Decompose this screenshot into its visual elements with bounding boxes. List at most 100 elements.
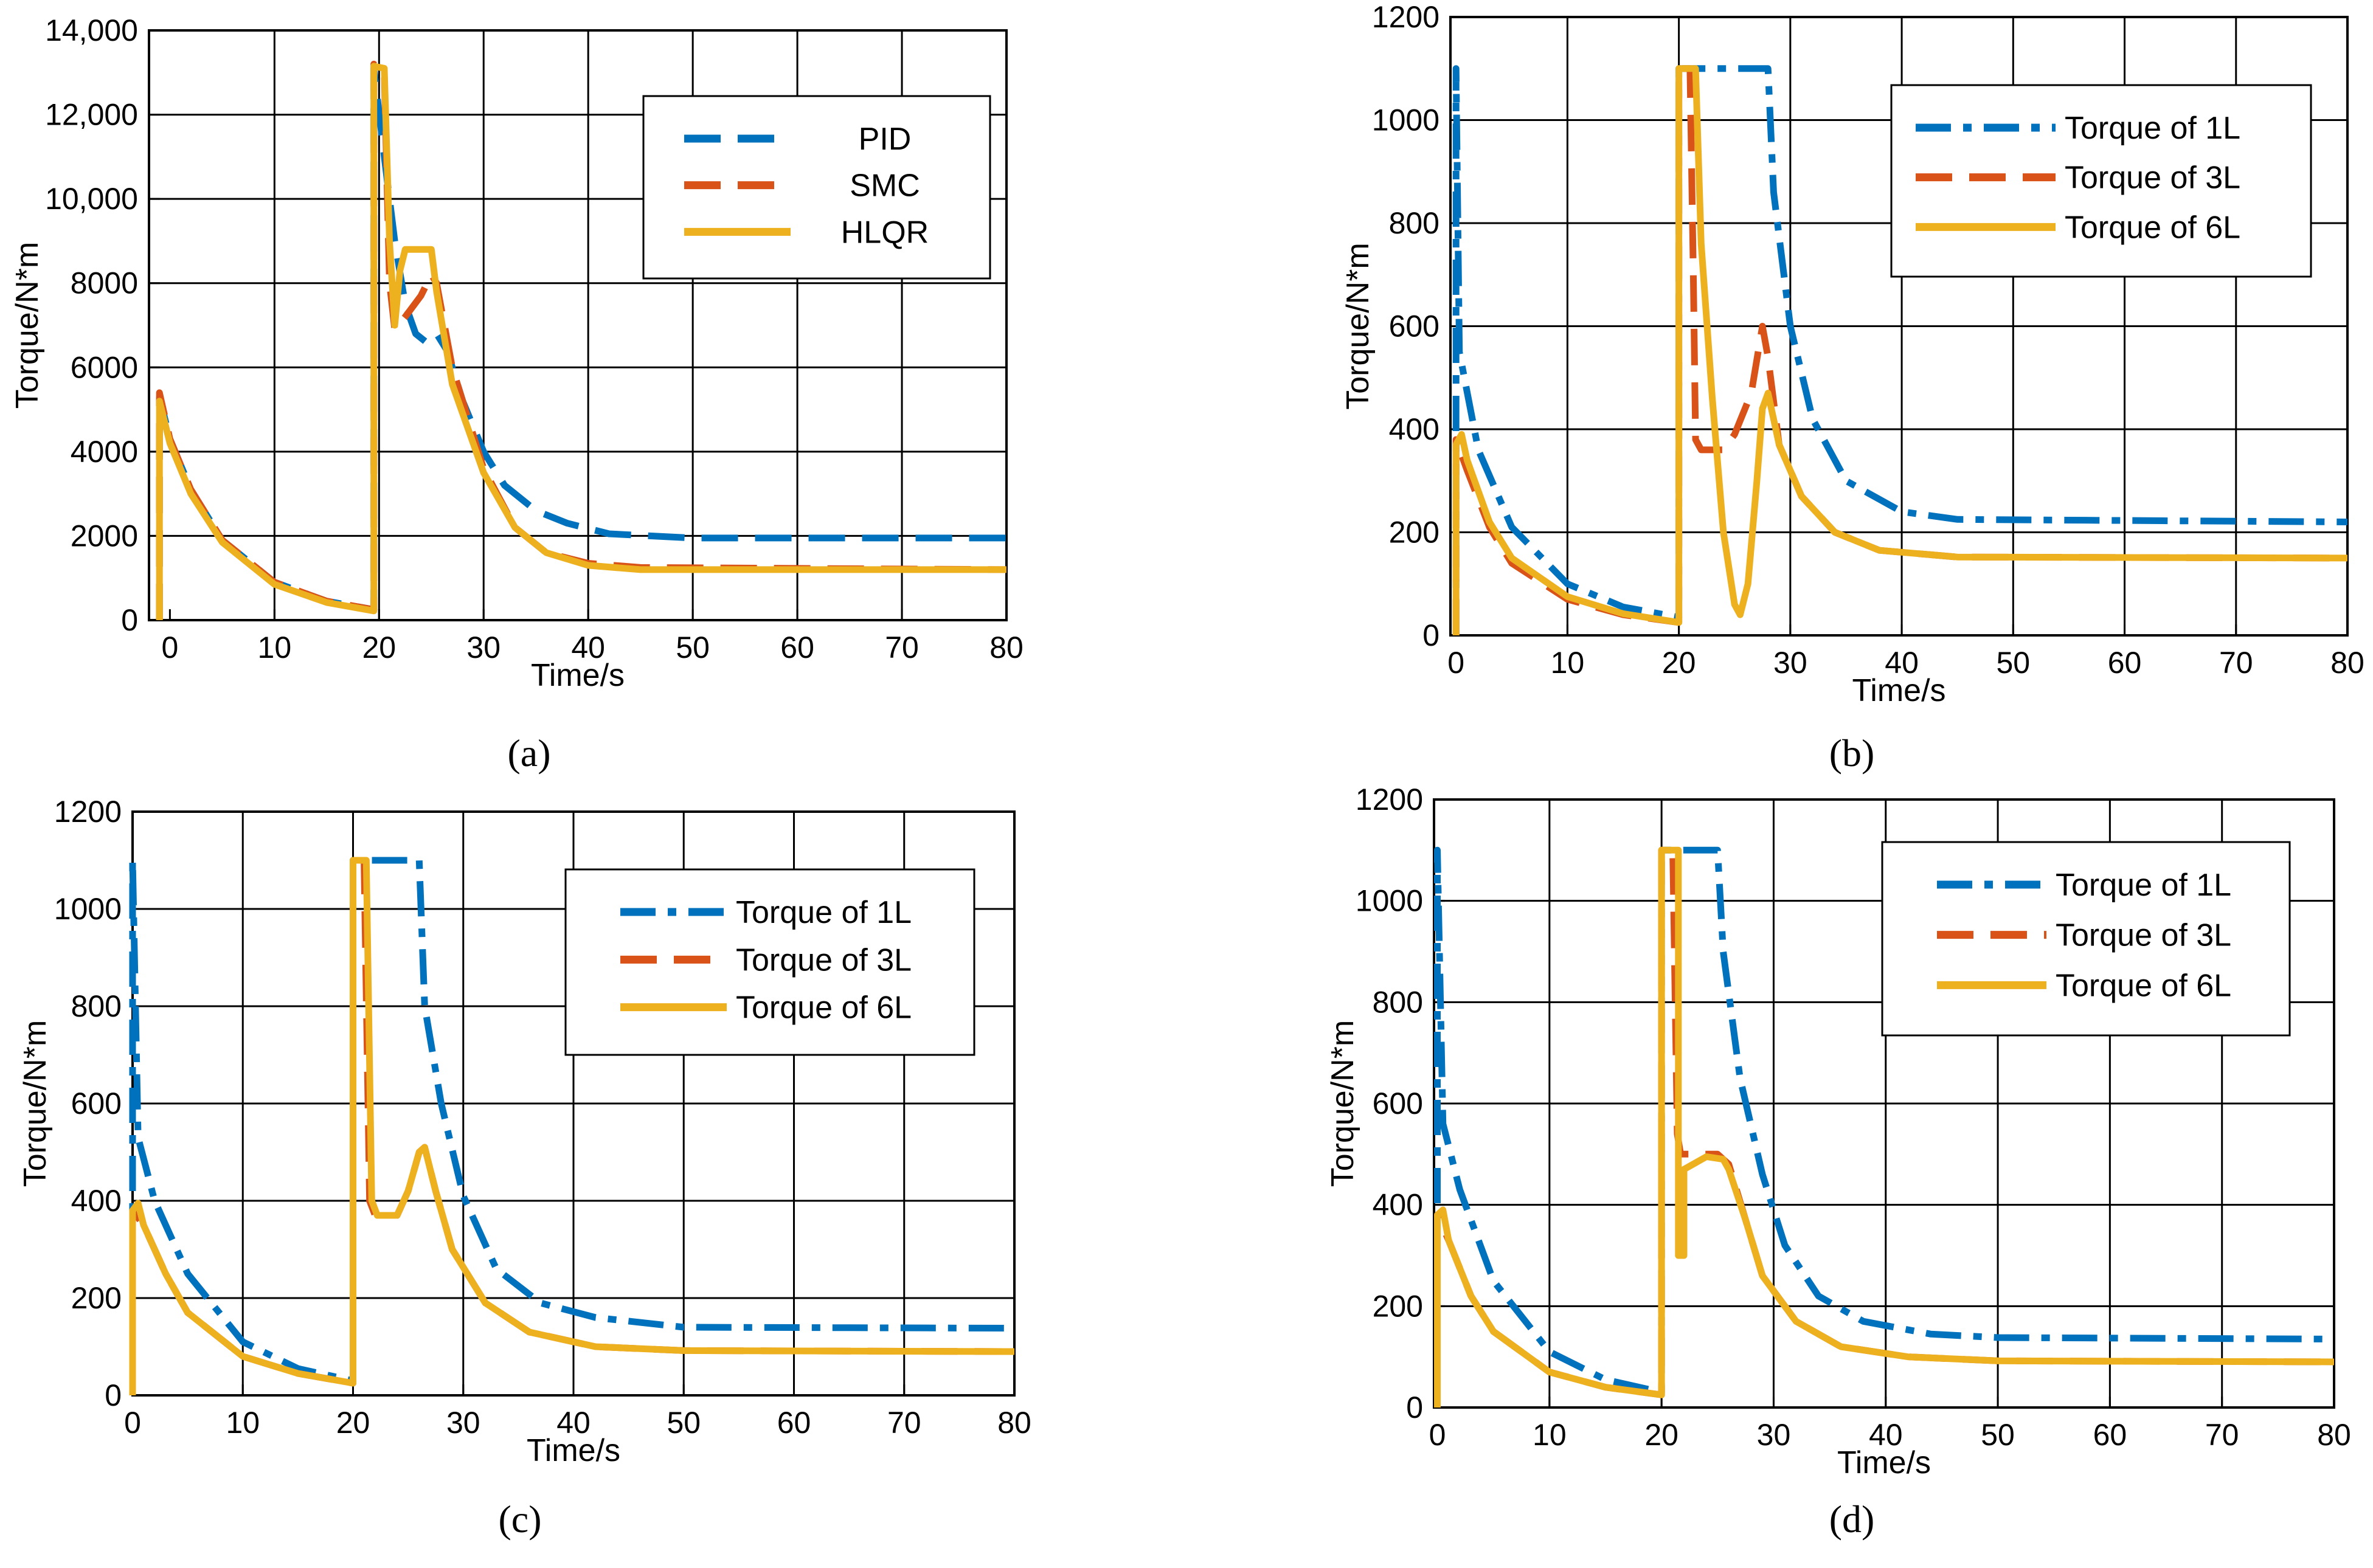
x-tick-label: 70	[887, 1406, 921, 1440]
y-tick-label: 1000	[1356, 884, 1423, 918]
y-tick-label: 1000	[1372, 103, 1439, 137]
y-tick-label: 12,000	[45, 98, 138, 132]
panel-caption: (a)	[507, 731, 550, 775]
y-tick-label: 2000	[71, 519, 138, 553]
y-tick-label: 1000	[54, 892, 122, 926]
legend-label: Torque of 1L	[2056, 868, 2231, 903]
axes-frame	[148, 29, 1008, 621]
x-tick-label: 30	[446, 1406, 480, 1440]
y-tick-label: 1200	[1372, 0, 1439, 34]
y-tick-label: 4000	[71, 435, 138, 469]
legend: Torque of 1L Torque of 3L Torque of 6L	[1890, 84, 2312, 278]
x-tick-label: 0	[1447, 646, 1464, 680]
y-tick-label: 600	[1389, 309, 1439, 344]
series-line-3	[1434, 846, 2335, 1407]
series-line-1	[156, 64, 1006, 620]
x-axis-label: Time/s	[531, 658, 625, 693]
y-tick-label: 0	[1422, 618, 1439, 652]
legend-label: Torque of 3L	[2065, 161, 2240, 196]
x-tick-label: 50	[1996, 646, 2030, 680]
x-tick-label: 70	[2219, 646, 2253, 680]
legend-label: SMC	[850, 168, 920, 204]
x-tick-label: 40	[556, 1406, 591, 1440]
legend-label: Torque of 6L	[2065, 210, 2240, 245]
legend-label: Torque of 3L	[2056, 918, 2231, 953]
y-tick-label: 400	[71, 1184, 122, 1218]
x-tick-label: 70	[885, 630, 919, 665]
y-tick-label: 400	[1389, 412, 1439, 446]
x-tick-label: 10	[1533, 1418, 1567, 1452]
x-tick-label: 20	[1662, 646, 1696, 680]
x-tick-label: 40	[1885, 646, 1919, 680]
y-tick-label: 800	[1389, 206, 1439, 240]
x-tick-label: 30	[466, 630, 501, 665]
x-tick-label: 80	[2330, 646, 2364, 680]
legend-label: PID	[859, 122, 912, 157]
x-tick-label: 20	[362, 630, 396, 665]
x-tick-label: 0	[1429, 1418, 1446, 1452]
y-axis-label: Torque/N*m	[18, 1020, 53, 1187]
y-tick-label: 0	[121, 603, 138, 637]
y-axis-label: Torque/N*m	[1340, 243, 1376, 410]
x-tick-label: 50	[676, 630, 710, 665]
y-tick-label: 8000	[71, 266, 138, 300]
y-tick-label: 800	[1373, 985, 1423, 1019]
x-axis-label: Time/s	[527, 1433, 620, 1468]
x-tick-label: 0	[124, 1406, 141, 1440]
x-tick-label: 40	[571, 630, 605, 665]
x-tick-label: 40	[1869, 1418, 1903, 1452]
x-tick-label: 10	[1551, 646, 1585, 680]
chart-panel-b: 0 10 20 30 40 50 60 70 80020040060080010001200Ti…	[1340, 0, 2364, 775]
x-tick-label: 60	[777, 1406, 811, 1440]
legend-label: Torque of 1L	[736, 895, 912, 930]
panel-caption: (c)	[498, 1497, 541, 1541]
y-tick-label: 10,000	[45, 182, 138, 216]
legend-label: Torque of 6L	[2056, 968, 2231, 1003]
y-tick-label: 800	[71, 989, 122, 1023]
y-tick-label: 200	[1389, 516, 1439, 550]
y-tick-label: 600	[1373, 1086, 1423, 1121]
y-tick-label: 6000	[71, 350, 138, 384]
legend: PID SMC HLQR	[642, 95, 991, 280]
x-tick-label: 80	[2317, 1418, 2351, 1452]
y-tick-label: 200	[1373, 1289, 1423, 1323]
legend-label: Torque of 6L	[736, 990, 912, 1026]
panel-caption: (b)	[1829, 731, 1875, 775]
y-axis-label: Torque/N*m	[10, 242, 45, 409]
x-tick-label: 0	[161, 630, 178, 665]
x-tick-label: 60	[2108, 646, 2142, 680]
x-tick-label: 80	[997, 1406, 1031, 1440]
x-axis-label: Time/s	[1852, 673, 1945, 708]
x-tick-label: 20	[336, 1406, 370, 1440]
x-axis-label: Time/s	[1837, 1445, 1931, 1480]
x-tick-label: 50	[667, 1406, 701, 1440]
legend-label: Torque of 1L	[2065, 111, 2240, 146]
series-line-1	[129, 857, 1015, 1395]
y-tick-label: 1200	[1356, 782, 1423, 817]
y-tick-label: 200	[71, 1281, 122, 1315]
y-tick-label: 0	[105, 1378, 122, 1412]
legend: Torque of 1L Torque of 3L Torque of 6L	[1881, 841, 2291, 1037]
x-tick-label: 70	[2205, 1418, 2239, 1452]
y-tick-label: 600	[71, 1086, 122, 1121]
series-line-3	[1452, 65, 2348, 635]
series-line-1	[1434, 846, 2335, 1407]
x-tick-label: 10	[226, 1406, 260, 1440]
legend: Torque of 1L Torque of 3L Torque of 6L	[564, 868, 975, 1056]
y-tick-label: 400	[1373, 1188, 1423, 1222]
panel-caption: (d)	[1829, 1497, 1875, 1541]
x-tick-label: 30	[1773, 646, 1807, 680]
y-tick-label: 1200	[54, 795, 122, 829]
y-tick-label: 14,000	[45, 13, 138, 47]
chart-panel-c: 0 10 20 30 40 50 60 70 80020040060080010001200Ti…	[18, 795, 1031, 1541]
chart-panel-a: 0 10 20 30 40 50 60 70 80 0 2000 4000 6000 8000 10,000…	[10, 13, 1024, 775]
legend-label: Torque of 3L	[736, 942, 912, 978]
x-tick-label: 10	[258, 630, 292, 665]
legend-box	[1890, 84, 2312, 278]
x-tick-label: 80	[989, 630, 1024, 665]
series-line-3	[156, 63, 1006, 620]
y-tick-label: 0	[1406, 1390, 1423, 1425]
x-tick-label: 20	[1644, 1418, 1678, 1452]
x-tick-label: 30	[1757, 1418, 1791, 1452]
